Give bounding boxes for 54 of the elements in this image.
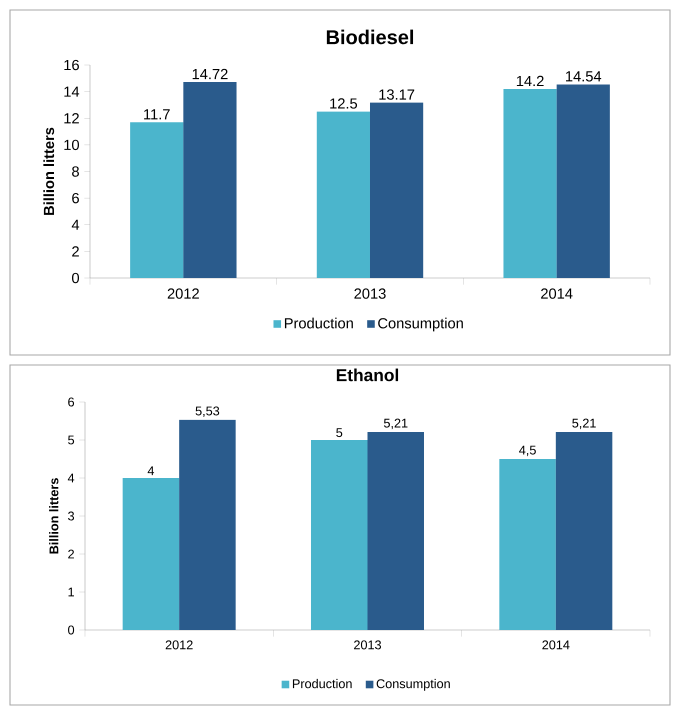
bar bbox=[556, 84, 610, 278]
y-tick-label: 6 bbox=[68, 398, 74, 406]
x-tick-label: 2012 bbox=[166, 640, 193, 650]
x-tick-label: 2013 bbox=[354, 288, 386, 299]
y-tick-label: 16 bbox=[64, 60, 79, 70]
y-tick-label: 8 bbox=[72, 166, 79, 177]
legend-label: Consumption bbox=[376, 678, 450, 691]
data-label: 13.17 bbox=[379, 89, 414, 100]
legend-label: Production bbox=[284, 318, 353, 328]
data-label: 4 bbox=[148, 466, 154, 476]
y-tick-label: 4 bbox=[68, 474, 74, 482]
data-label: 11.7 bbox=[144, 109, 170, 120]
y-tick-label: 5 bbox=[68, 436, 74, 444]
x-tick-label: 2013 bbox=[354, 640, 382, 650]
y-tick-label: 12 bbox=[64, 113, 79, 124]
data-label: 5 bbox=[336, 428, 342, 438]
chart-title: Biodiesel bbox=[326, 30, 414, 44]
bar bbox=[370, 102, 424, 278]
bar bbox=[122, 478, 180, 630]
bar bbox=[316, 112, 370, 278]
legend-label: Production bbox=[292, 678, 352, 688]
bar bbox=[183, 82, 237, 278]
bar bbox=[179, 420, 236, 630]
legend-label: Consumption bbox=[378, 318, 463, 332]
y-tick-label: 4 bbox=[72, 220, 80, 230]
data-label: 5,21 bbox=[572, 418, 596, 430]
y-tick-label: 14 bbox=[64, 86, 80, 97]
bar bbox=[310, 440, 368, 630]
data-label: 5,21 bbox=[384, 418, 408, 430]
data-label: 12.5 bbox=[330, 98, 358, 109]
y-tick-label: 10 bbox=[64, 140, 80, 150]
data-label: 4,5 bbox=[519, 446, 536, 456]
y-tick-label: 2 bbox=[68, 550, 74, 558]
data-label: 5,53 bbox=[196, 406, 220, 417]
chart-title: Ethanol bbox=[336, 368, 398, 382]
bar bbox=[556, 432, 612, 630]
y-tick-label: 0 bbox=[72, 272, 80, 284]
data-label: 14.72 bbox=[192, 68, 228, 80]
y-tick-label: 0 bbox=[68, 626, 74, 634]
y-tick-label: 6 bbox=[72, 192, 79, 204]
y-tick-label: 3 bbox=[68, 512, 74, 520]
y-tick-label: 2 bbox=[72, 246, 79, 256]
data-label: 14.54 bbox=[566, 71, 602, 82]
bar bbox=[503, 88, 557, 278]
data-label: 14.2 bbox=[516, 76, 544, 86]
x-tick-label: 2014 bbox=[541, 288, 573, 299]
y-tick-label: 1 bbox=[68, 588, 74, 596]
x-tick-label: 2014 bbox=[542, 640, 570, 650]
bar bbox=[130, 122, 184, 278]
y-axis-title: Billion litters bbox=[49, 478, 58, 554]
y-axis-title: Billion litters bbox=[43, 128, 54, 215]
x-tick-label: 2012 bbox=[168, 288, 199, 299]
bar bbox=[367, 432, 424, 630]
bar bbox=[499, 459, 556, 630]
